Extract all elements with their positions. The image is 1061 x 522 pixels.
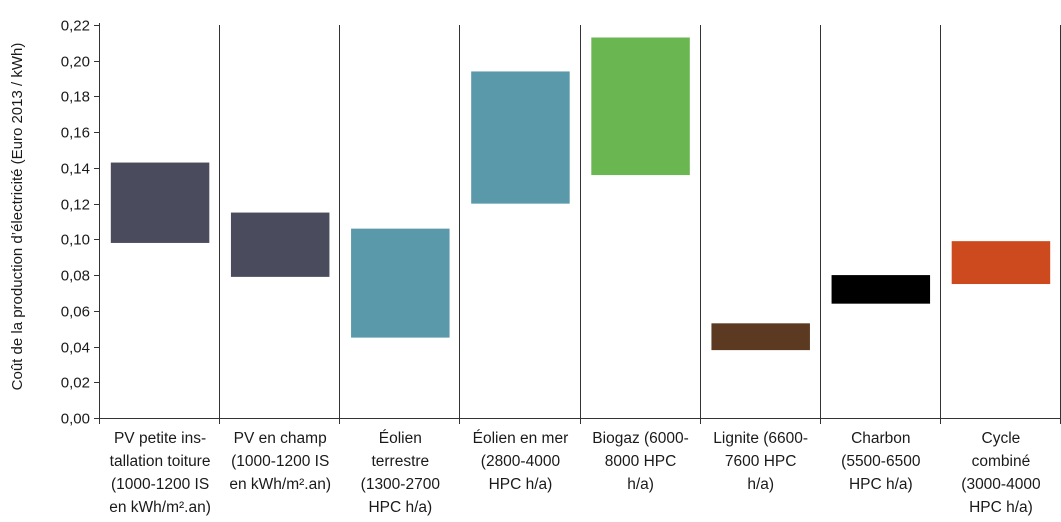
range-bar bbox=[951, 241, 1051, 285]
category-label: PV petite ins-tallation toiture (1000-120… bbox=[109, 430, 211, 516]
category-label-line: (1000-1200 IS bbox=[111, 476, 209, 493]
category-label-line: Biogaz (6000- bbox=[592, 430, 689, 447]
category-label: Éolien terrestre (1300-2700 HPC h/a) bbox=[361, 430, 441, 516]
category-label-line: Éolien en mer bbox=[473, 430, 569, 447]
category-label-line: combiné bbox=[972, 453, 1031, 470]
category-label-line: Éolien bbox=[379, 430, 422, 447]
category-label: Lignite (6600- 7600 HPC h/a) bbox=[713, 430, 808, 493]
category-label-line: PV en champ bbox=[234, 430, 327, 447]
y-tick-label: 0,10 bbox=[61, 232, 90, 249]
x-category-labels: PV petite ins-tallation toiture (1000-120… bbox=[109, 430, 1041, 516]
y-axis-title: Coût de la production d’électricité (Eur… bbox=[9, 43, 26, 391]
range-bar bbox=[831, 275, 931, 304]
range-bar bbox=[471, 71, 570, 204]
category-label-line: terrestre bbox=[371, 453, 429, 470]
category-label-line: HPC h/a) bbox=[849, 476, 913, 493]
y-tick-label: 0,02 bbox=[61, 375, 90, 392]
y-tick-label: 0,22 bbox=[61, 18, 90, 35]
category-label-line: (1000-1200 IS bbox=[231, 453, 329, 470]
category-label-line: (5500-6500 bbox=[841, 453, 921, 470]
y-tick-label: 0,14 bbox=[61, 161, 90, 178]
y-tick-label: 0,12 bbox=[61, 197, 90, 214]
range-bar bbox=[110, 162, 210, 243]
category-label: Éolien en mer (2800-4000 HPC h/a) bbox=[473, 430, 569, 493]
category-label-line: HPC h/a) bbox=[489, 476, 553, 493]
range-bar bbox=[591, 37, 690, 176]
y-tick-label: 0,18 bbox=[61, 89, 90, 106]
category-label-line: 7600 HPC bbox=[725, 453, 797, 470]
y-tick-label: 0,20 bbox=[61, 54, 90, 71]
category-label-line: tallation toiture bbox=[110, 453, 211, 470]
category-label-line: en kWh/m².an) bbox=[109, 499, 211, 516]
y-tick-label: 0,08 bbox=[61, 268, 90, 285]
category-label-line: PV petite ins- bbox=[114, 430, 206, 447]
category-label-line: (1300-2700 bbox=[361, 476, 441, 493]
y-tick-label: 0,06 bbox=[61, 304, 90, 321]
category-label-line: en kWh/m².an) bbox=[229, 476, 331, 493]
category-label-line: HPC h/a) bbox=[969, 499, 1033, 516]
range-bar bbox=[230, 212, 330, 277]
axis-layer bbox=[94, 23, 1061, 424]
y-tick-label: 0,16 bbox=[61, 125, 90, 142]
y-tick-label: 0,04 bbox=[61, 340, 90, 357]
category-label: Biogaz (6000- 8000 HPC h/a) bbox=[592, 430, 689, 493]
category-label-line: Lignite (6600- bbox=[713, 430, 808, 447]
category-label: PV en champ (1000-1200 IS en kWh/m².an) bbox=[229, 430, 331, 493]
category-label-line: h/a) bbox=[747, 476, 774, 493]
grid-layer bbox=[219, 25, 1061, 424]
category-label-line: (2800-4000 bbox=[481, 453, 561, 470]
y-tick-label: 0,00 bbox=[61, 411, 90, 428]
range-bar bbox=[351, 228, 450, 338]
bar-layer bbox=[110, 37, 1051, 351]
y-tick-labels: 0,00 0,02 0,04 0,06 0,08 0,10 0,12 0,14 0,16 0,18… bbox=[61, 18, 90, 428]
category-label-line: (3000-4000 bbox=[961, 476, 1041, 493]
category-label: Charbon (5500-6500 HPC h/a) bbox=[841, 430, 921, 493]
range-bar bbox=[711, 323, 810, 351]
category-label-line: 8000 HPC bbox=[605, 453, 677, 470]
category-label-line: h/a) bbox=[627, 476, 654, 493]
category-label-line: Charbon bbox=[851, 430, 910, 447]
category-label-line: Cycle bbox=[982, 430, 1021, 447]
category-label: Cycle combiné (3000-4000 HPC h/a) bbox=[961, 430, 1041, 516]
category-label-line: HPC h/a) bbox=[368, 499, 432, 516]
